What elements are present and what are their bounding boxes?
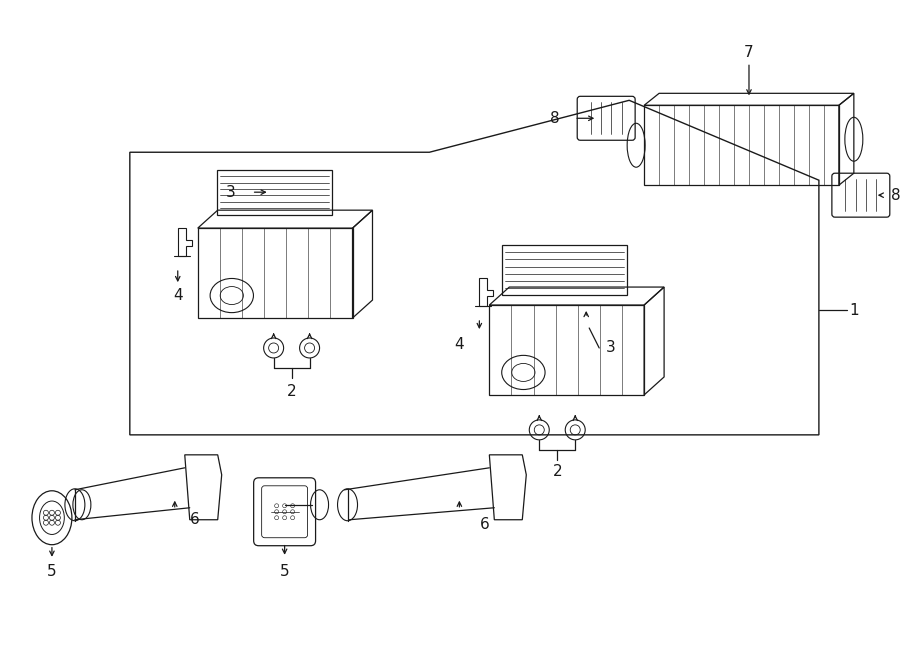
- Text: 1: 1: [849, 303, 859, 317]
- Text: 5: 5: [280, 564, 290, 579]
- Text: 3: 3: [607, 340, 616, 356]
- Text: 2: 2: [553, 464, 562, 479]
- Text: 7: 7: [744, 45, 754, 60]
- Text: 4: 4: [173, 288, 183, 303]
- Text: 8: 8: [550, 111, 559, 126]
- Text: 5: 5: [47, 564, 57, 579]
- Text: 6: 6: [190, 512, 200, 527]
- Text: 6: 6: [480, 518, 490, 532]
- Text: 3: 3: [226, 184, 236, 200]
- Text: 8: 8: [891, 188, 900, 203]
- Text: 4: 4: [454, 338, 464, 352]
- Text: 2: 2: [287, 385, 296, 399]
